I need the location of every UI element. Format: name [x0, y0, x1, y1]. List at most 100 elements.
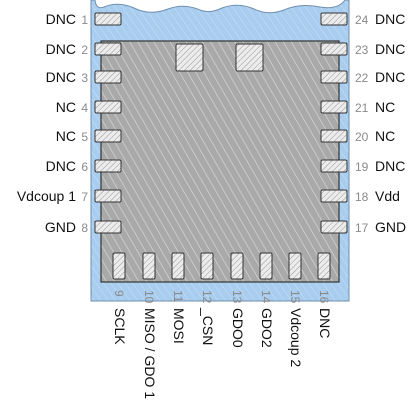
pin-name: NC: [56, 99, 76, 115]
pin-name: DNC: [46, 11, 76, 27]
pin-number: 10: [142, 290, 156, 304]
pin-8: 8 GND: [45, 219, 122, 235]
pin-name: GND: [375, 219, 406, 235]
pin-number: 5: [81, 130, 88, 144]
pin-name: MOSI: [171, 308, 187, 344]
pin-name: _CSN: [200, 307, 216, 345]
pin-pad: [317, 252, 331, 280]
pin-24: 24 DNC: [320, 11, 405, 27]
pin-number: 7: [81, 190, 88, 204]
pin-number: 3: [81, 71, 88, 85]
top-pad: [235, 43, 264, 72]
pin-number: 16: [317, 290, 331, 304]
pin-5: 5 NC: [56, 128, 122, 144]
left-pins: 1 DNC 2 DNC 3 DNC 4 NC 5 NC 6 DNC 7 Vdcoup 1 8 GND: [17, 11, 122, 235]
pin-pad: [94, 70, 122, 84]
pin-number: 21: [355, 101, 369, 115]
pin-number: 15: [288, 290, 302, 304]
top-pads: [175, 43, 264, 72]
pin-pad: [94, 159, 122, 173]
pin-22: 22 DNC: [320, 69, 405, 85]
pin-pad: [320, 12, 348, 26]
pin-number: 18: [355, 190, 369, 204]
pin-9: 9 SCLK: [112, 252, 128, 345]
pin-4: 4 NC: [56, 99, 122, 115]
pin-number: 12: [200, 290, 214, 304]
pin-pad: [230, 252, 244, 280]
pin-pad: [259, 252, 273, 280]
pin-number: 23: [355, 43, 369, 57]
pin-name: DNC: [46, 158, 76, 174]
pin-number: 8: [81, 221, 88, 235]
pin-pad: [94, 42, 122, 56]
pin-number: 13: [230, 290, 244, 304]
pin-name: DNC: [375, 158, 405, 174]
pin-12: 12 _CSN: [200, 252, 216, 345]
pin-name: DNC: [375, 41, 405, 57]
pin-pad: [320, 129, 348, 143]
pin-name: Vdcoup 2: [288, 308, 304, 367]
pin-11: 11 MOSI: [171, 252, 187, 344]
right-pins: 17 GND 18 Vdd 19 DNC 20 NC 21 NC 22 DNC 23 DNC 24 DNC: [320, 11, 406, 235]
pin-number: 14: [259, 290, 273, 304]
pin-17: 17 GND: [320, 219, 406, 235]
pin-pad: [320, 220, 348, 234]
die-pad: [100, 40, 340, 283]
pin-pad: [320, 42, 348, 56]
top-pad: [175, 43, 204, 72]
pin-pad: [94, 12, 122, 26]
pin-pad: [142, 252, 156, 280]
pin-number: 19: [355, 160, 369, 174]
pin-number: 4: [81, 101, 88, 115]
pin-pad: [288, 252, 302, 280]
pin-name: NC: [56, 128, 76, 144]
pin-pad: [320, 70, 348, 84]
pin-number: 24: [355, 13, 369, 27]
pin-name: SCLK: [112, 308, 128, 345]
pin-name: GDO2: [259, 308, 275, 348]
pin-name: DNC: [46, 41, 76, 57]
pin-name: DNC: [375, 11, 405, 27]
pin-23: 23 DNC: [320, 41, 405, 57]
pin-number: 17: [355, 221, 369, 235]
pin-number: 1: [81, 13, 88, 27]
pin-21: 21 NC: [320, 99, 395, 115]
pin-name: Vdcoup 1: [17, 188, 76, 204]
pin-number: 6: [81, 160, 88, 174]
pin-pad: [320, 189, 348, 203]
pin-3: 3 DNC: [46, 69, 122, 85]
pin-name: DNC: [317, 308, 333, 338]
pin-pad: [171, 252, 185, 280]
pin-number: 22: [355, 71, 369, 85]
pin-name: NC: [375, 99, 395, 115]
pin-number: 20: [355, 130, 369, 144]
pin-pad: [112, 252, 126, 280]
pin-name: MISO / GDO 1: [142, 308, 158, 399]
pin-name: GDO0: [230, 308, 246, 348]
pin-18: 18 Vdd: [320, 188, 400, 204]
pin-pad: [94, 189, 122, 203]
pin-name: DNC: [46, 69, 76, 85]
pin-7: 7 Vdcoup 1: [17, 188, 122, 204]
pin-1: 1 DNC: [46, 11, 122, 27]
pin-name: Vdd: [375, 188, 400, 204]
pin-20: 20 NC: [320, 128, 395, 144]
bottom-pins: 9 SCLK 10 MISO / GDO 1 11 MOSI 12 _CSN 13 GDO0 14 G…: [112, 252, 333, 399]
pin-number: 9: [112, 290, 126, 297]
pin-pad: [200, 252, 214, 280]
pin-number: 11: [171, 290, 185, 303]
pin-name: GND: [45, 219, 76, 235]
pin-name: NC: [375, 128, 395, 144]
pin-pad: [94, 129, 122, 143]
pin-number: 2: [81, 43, 88, 57]
pin-pad: [320, 159, 348, 173]
pin-16: 16 DNC: [317, 252, 333, 338]
pin-pad: [94, 220, 122, 234]
pin-19: 19 DNC: [320, 158, 405, 174]
pin-15: 15 Vdcoup 2: [288, 252, 304, 367]
pin-13: 13 GDO0: [230, 252, 246, 348]
pin-2: 2 DNC: [46, 41, 122, 57]
pin-6: 6 DNC: [46, 158, 122, 174]
pin-pad: [320, 100, 348, 114]
pin-pad: [94, 100, 122, 114]
